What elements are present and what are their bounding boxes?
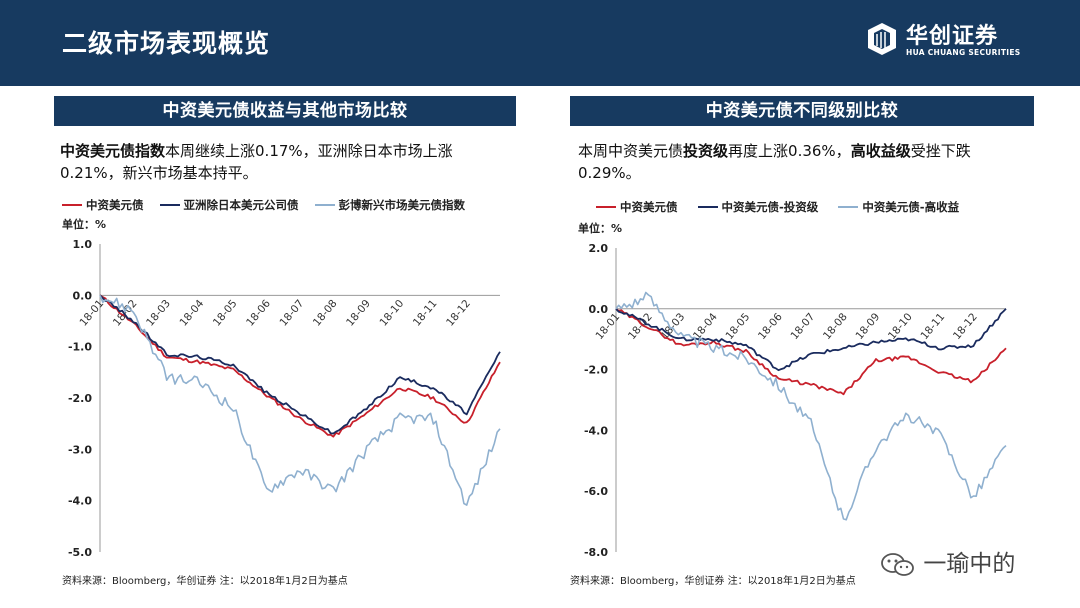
left-legend-item-3: 彭博新兴市场美元债指数	[314, 197, 465, 213]
right-legend-item-2: 中资美元债-投资级	[697, 199, 818, 215]
right-panel-title: 中资美元债不同级别比较	[570, 96, 1034, 126]
left-legend-item-1: 中资美元债	[62, 197, 144, 213]
left-desc-text: 本周继续上涨0.17%，亚洲除日本市场上涨0.21%，新兴市场基本持平。	[60, 142, 453, 182]
right-chart-ytick-label: 0.0	[589, 303, 609, 316]
left-source-note: 资料来源：Bloomberg，华创证券 注：以2018年1月2日为基点	[62, 576, 348, 587]
wechat-icon	[881, 552, 914, 576]
left-chart-series-line	[99, 294, 501, 438]
left-chart-series-line	[99, 294, 501, 435]
left-desc-bold: 中资美元债指数	[60, 142, 166, 160]
right-chart-ytick-label: -4.0	[584, 424, 608, 437]
right-chart-ytick-label: 2.0	[589, 242, 609, 255]
left-chart-xtick-label: 18-07	[277, 298, 306, 329]
right-chart-xtick-label: 18-04	[691, 311, 720, 342]
right-chart-xtick-label: 18-08	[821, 311, 850, 342]
right-chart-series-line	[615, 308, 1007, 372]
left-chart-ytick-label: 1.0	[73, 238, 93, 251]
left-line-chart: 1.00.0-1.0-2.0-3.0-4.0-5.018-01 18-02 18-0…	[68, 238, 501, 559]
left-chart-ytick-label: -3.0	[68, 443, 92, 456]
left-chart-ytick-label: -2.0	[68, 392, 92, 405]
watermark: 一瑜中的	[880, 544, 1015, 579]
page-title: 二级市场表现概览	[62, 29, 271, 58]
left-chart-ytick-label: -5.0	[68, 546, 92, 559]
left-chart-xtick-label: 18-05	[211, 298, 240, 329]
left-chart-xtick-label: 18-12	[444, 298, 473, 329]
left-chart-xtick-label: 18-06	[244, 297, 273, 328]
right-chart-xtick-label: 18-10	[886, 311, 915, 342]
header-bar: 二级市场表现概览 华创证券 HUA CHUANG SECURITIES	[0, 0, 1080, 86]
left-chart-xtick-label: 18-03	[144, 298, 173, 329]
left-chart-ytick-label: -1.0	[68, 341, 92, 354]
right-description: 本周中资美元债投资级再度上涨0.36%，高收益级受挫下跌0.29%。	[578, 142, 971, 182]
right-legend: 中资美元债 中资美元债-投资级 中资美元债-高收益	[596, 199, 971, 215]
right-legend-item-1: 中资美元债	[596, 199, 678, 215]
right-chart-ytick-label: -2.0	[584, 364, 608, 377]
logo-subtitle: HUA CHUANG SECURITIES	[906, 48, 1021, 57]
left-chart-series-line	[99, 294, 501, 506]
logo-cube-icon	[868, 23, 896, 55]
right-chart-xtick-label: 18-11	[918, 311, 947, 342]
watermark-text: 一瑜中的	[923, 551, 1016, 577]
right-chart-series-line	[615, 308, 1007, 396]
right-legend-item-3: 中资美元债-高收益	[838, 199, 959, 215]
right-chart-xtick-label: 18-09	[853, 311, 882, 342]
right-source-note: 资料来源：Bloomberg，华创证券 注：以2018年1月2日为基点	[570, 576, 856, 587]
left-chart-xtick-label: 18-04	[177, 297, 206, 328]
company-logo: 华创证券 HUA CHUANG SECURITIES	[864, 20, 1044, 62]
right-chart-ytick-label: -6.0	[584, 485, 608, 498]
left-legend-item-2: 亚洲除日本美元公司债	[159, 197, 299, 213]
left-chart-xtick-label: 18-11	[411, 298, 440, 329]
left-chart-xtick-label: 18-10	[377, 298, 406, 329]
left-chart-xtick-label: 18-09	[344, 298, 373, 329]
right-chart-xtick-label: 18-12	[951, 311, 980, 342]
left-unit-label: 单位：%	[62, 218, 107, 231]
right-line-chart: 2.00.0-2.0-4.0-6.0-8.018-01 18-02 18-03 18-…	[584, 242, 1007, 559]
left-chart-ytick-label: 0.0	[73, 289, 93, 302]
left-chart-ytick-label: -4.0	[68, 495, 92, 508]
logo-name: 华创证券	[906, 24, 999, 49]
right-chart-xtick-label: 18-06	[756, 311, 785, 342]
right-chart-ytick-label: -8.0	[584, 546, 608, 559]
right-chart-series-line	[615, 291, 1007, 521]
right-chart-xtick-label: 18-07	[788, 311, 817, 342]
right-unit-label: 单位：%	[578, 222, 623, 235]
left-panel-title: 中资美元债收益与其他市场比较	[54, 96, 516, 126]
left-chart-xtick-label: 18-08	[311, 298, 340, 329]
left-description: 中资美元债指数本周继续上涨0.17%，亚洲除日本市场上涨0.21%，新兴市场基本…	[60, 140, 512, 184]
right-chart-xtick-label: 18-05	[723, 311, 752, 342]
left-legend: 中资美元债 亚洲除日本美元公司债 彭博新兴市场美元债指数	[62, 197, 477, 213]
